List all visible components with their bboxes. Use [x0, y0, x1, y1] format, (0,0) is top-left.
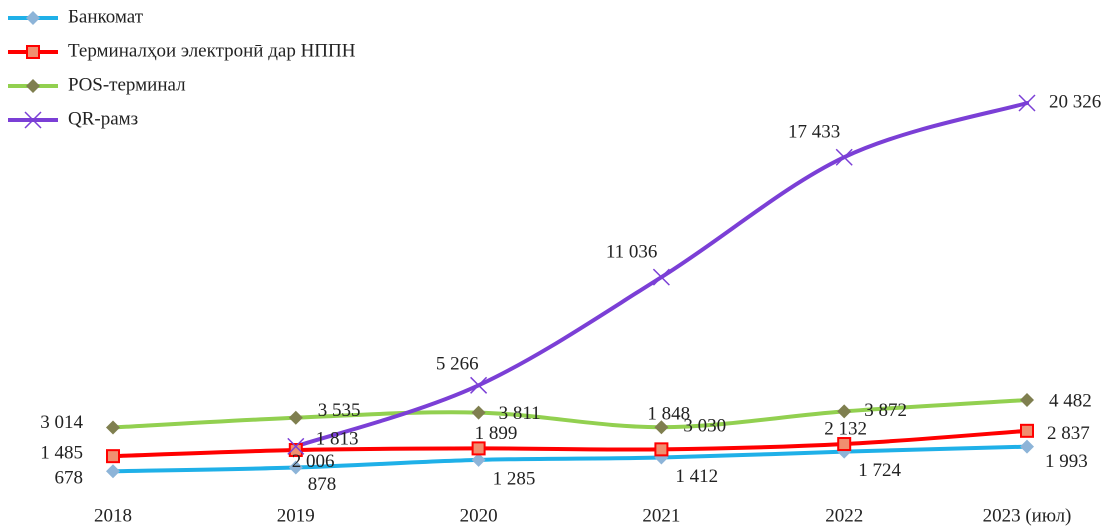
marker: [837, 437, 852, 452]
marker: [654, 420, 669, 435]
legend-marker: [26, 79, 40, 93]
data-label: 20 326: [1049, 91, 1101, 112]
data-label: 3 811: [499, 403, 541, 424]
x-tick-label: 2022: [825, 505, 863, 526]
marker: [654, 442, 669, 457]
data-label: 1 813: [316, 428, 359, 449]
x-tick-label: 2019: [277, 505, 315, 526]
legend-label: Банкомат: [68, 6, 144, 27]
data-label: 3 030: [683, 416, 726, 437]
legend-marker: [24, 111, 42, 129]
marker: [287, 437, 305, 455]
marker: [471, 452, 486, 467]
marker: [471, 441, 486, 456]
legend-marker: [26, 11, 40, 25]
x-tick-label: 2020: [460, 505, 498, 526]
marker: [288, 460, 303, 475]
legend-marker: [26, 45, 40, 59]
data-label: 678: [55, 468, 84, 489]
data-label: 1 485: [40, 443, 83, 464]
marker: [288, 443, 303, 458]
marker: [106, 420, 120, 435]
data-label: 17 433: [788, 122, 840, 143]
data-label: 2 837: [1047, 423, 1090, 444]
marker: [1020, 423, 1034, 438]
data-label: 2 132: [824, 418, 867, 439]
data-label: 2 006: [292, 451, 335, 472]
data-label: 1 285: [493, 468, 536, 489]
legend-label: Терминалҳои электронӣ дар НППН: [68, 40, 356, 61]
data-label: 5 266: [436, 354, 479, 375]
series-line: [111, 428, 1029, 459]
data-label: 1 412: [675, 466, 718, 487]
legend-label: QR-рамз: [68, 108, 138, 129]
marker: [1020, 439, 1034, 454]
marker: [106, 449, 120, 464]
data-label: 1 899: [475, 423, 518, 444]
data-label: 1 724: [858, 460, 901, 481]
x-tick-label: 2023 (июл): [983, 505, 1072, 526]
series-line: [111, 444, 1029, 474]
data-label: 878: [308, 474, 337, 495]
marker: [1020, 392, 1034, 407]
marker: [837, 404, 852, 419]
marker: [288, 410, 303, 425]
data-label: 11 036: [606, 241, 658, 262]
x-tick-label: 2021: [642, 505, 680, 526]
series-line: [111, 397, 1029, 430]
marker: [471, 405, 486, 420]
data-label: 3 535: [318, 400, 361, 421]
marker: [835, 148, 853, 166]
data-label: 4 482: [1049, 390, 1092, 411]
marker: [106, 464, 120, 479]
data-label: 1 993: [1045, 451, 1088, 472]
data-label: 3 014: [40, 412, 83, 433]
data-label: 1 848: [647, 404, 690, 425]
x-tick-label: 2018: [94, 505, 132, 526]
series-line: [293, 101, 1029, 449]
marker: [652, 268, 670, 286]
data-label: 3 872: [864, 400, 907, 421]
legend-label: POS-терминал: [68, 74, 186, 95]
marker: [1018, 94, 1036, 112]
marker: [470, 376, 488, 394]
